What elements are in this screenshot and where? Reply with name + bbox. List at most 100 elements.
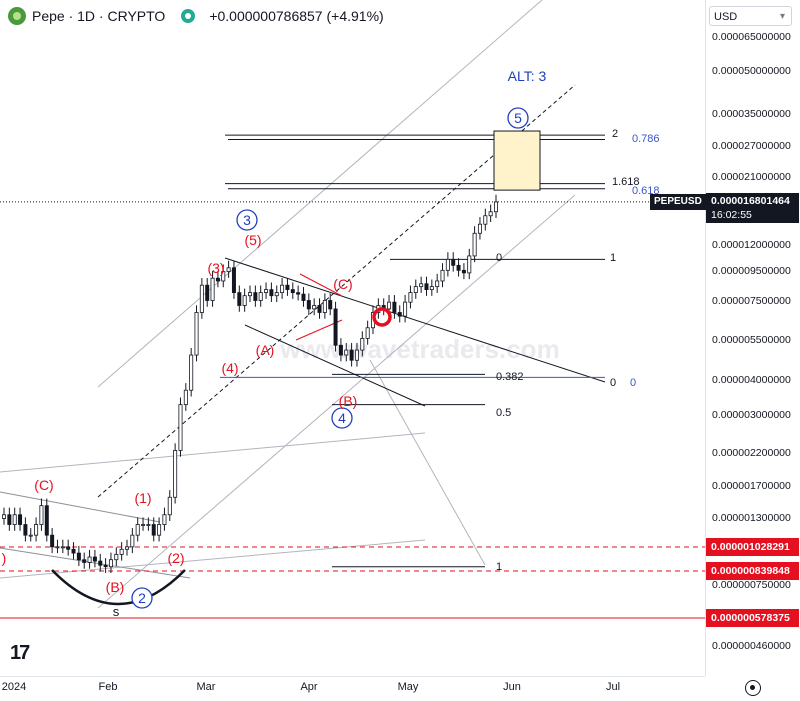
- rounding-bottom-arc: [51, 569, 186, 606]
- candle-body: [242, 295, 247, 306]
- candle-body: [114, 553, 119, 561]
- fib-label: 1: [610, 252, 616, 264]
- candle-body: [451, 258, 456, 266]
- candle-body: [354, 349, 359, 361]
- chart-header: Pepe · 1D · CRYPTO +0.000000786857 (+4.9…: [0, 0, 384, 32]
- candle-body: [199, 284, 204, 313]
- wave-label-blue: 3: [243, 212, 251, 228]
- fib-label: 0.5: [496, 407, 511, 419]
- candle-body: [258, 292, 263, 301]
- support-price-badge: 0.000001028291: [706, 538, 799, 556]
- candle-body: [472, 232, 477, 257]
- candle-body: [429, 286, 434, 290]
- candle-body: [119, 548, 124, 555]
- time-axis-label: Mar: [196, 681, 216, 693]
- price-tick-label: 0.000027000000: [712, 140, 791, 152]
- candle-body: [445, 258, 450, 271]
- candle-body: [456, 264, 461, 271]
- candle-body: [408, 292, 413, 303]
- fib-label: 0.382: [496, 371, 524, 383]
- candle-body: [269, 289, 274, 297]
- candle-body: [237, 292, 242, 306]
- candle-body: [55, 546, 60, 549]
- left-wedge-top-line: [0, 491, 161, 523]
- candle-body: [7, 514, 12, 525]
- wave-c-projection-line: [369, 359, 486, 566]
- price-tick-label: 0.000012000000: [712, 239, 791, 251]
- candle-body: [141, 524, 146, 526]
- price-tick-label: 0.000050000000: [712, 65, 791, 77]
- time-axis-label: Feb: [98, 681, 118, 693]
- candle-body: [285, 284, 290, 290]
- price-tick-label: 0.000001300000: [712, 512, 791, 524]
- candle-body: [103, 564, 108, 568]
- symbol-title[interactable]: Pepe · 1D · CRYPTO: [32, 8, 166, 24]
- candle-body: [231, 267, 236, 294]
- candle-body: [183, 389, 188, 406]
- visibility-icon[interactable]: [181, 9, 196, 23]
- candle-body: [424, 283, 429, 290]
- bar-countdown: 16:02:55: [711, 208, 752, 221]
- price-tick-label: 0.000004000000: [712, 374, 791, 386]
- target-box: [493, 130, 541, 191]
- candle-body: [413, 286, 418, 294]
- wave-label-red: (2): [167, 550, 184, 566]
- candle-body: [92, 556, 97, 562]
- time-axis-label: Jul: [605, 681, 621, 693]
- candle-body: [60, 546, 65, 549]
- candle-body: [344, 349, 349, 356]
- candle-body: [493, 201, 498, 213]
- candle-body: [18, 514, 23, 525]
- candle-body: [108, 559, 113, 568]
- fib-label: 0: [496, 252, 502, 264]
- candle-body: [205, 284, 210, 301]
- candle-body: [215, 277, 220, 282]
- wedge-top-line: [224, 257, 606, 383]
- price-tick-label: 0.000021000000: [712, 171, 791, 183]
- currency-select[interactable]: USD ▾: [709, 6, 792, 26]
- price-tick-label: 0.000000750000: [712, 579, 791, 591]
- wave-circle: [331, 407, 353, 429]
- candle-body: [226, 267, 231, 273]
- wave-label-red-edge: ): [2, 550, 7, 566]
- candle-body: [12, 514, 17, 525]
- chart-area[interactable]: www.wavetraders.com 5 3 4 2 (5) (3) (4) (1) (2) (A…: [0, 0, 705, 676]
- wave-label-red: (4): [221, 360, 238, 376]
- candle-body: [189, 354, 194, 391]
- candle-body: [210, 277, 215, 301]
- wave-circle: [507, 107, 529, 129]
- settings-gear-icon[interactable]: [745, 680, 761, 696]
- wave-circle: [131, 587, 153, 609]
- wave-label-blue: 5: [514, 110, 522, 126]
- support-price-badge: 0.000000839848: [706, 562, 799, 580]
- price-tick-label: 0.000005500000: [712, 334, 791, 346]
- candle-body: [66, 546, 71, 550]
- price-chart[interactable]: www.wavetraders.com 5 3 4 2 (5) (3) (4) (1) (2) (A…: [0, 0, 705, 676]
- watermark-text: www.wavetraders.com: [279, 334, 559, 364]
- candle-body: [477, 223, 482, 234]
- candle-body: [483, 215, 488, 225]
- candle-body: [135, 524, 140, 536]
- fib-label: 0: [630, 377, 636, 389]
- candle-body: [440, 269, 445, 282]
- candle-body: [419, 283, 424, 288]
- current-price-value: 0.000016801464: [711, 194, 790, 207]
- time-axis-label: 2024: [1, 681, 27, 693]
- currency-label: USD: [714, 11, 738, 23]
- time-axis[interactable]: 2024 Feb Mar Apr May Jun Jul: [0, 676, 705, 701]
- candle-body: [253, 292, 258, 301]
- tradingview-logo-icon[interactable]: 17: [10, 642, 30, 664]
- candle-body: [488, 211, 493, 217]
- candle-body: [317, 305, 322, 313]
- price-tick-label: 0.000000460000: [712, 640, 791, 652]
- fib-label: 0.786: [632, 133, 660, 145]
- candle-body: [76, 552, 81, 561]
- candle-body: [461, 269, 466, 274]
- candle-body: [360, 338, 365, 351]
- time-axis-label: Apr: [300, 681, 318, 693]
- support-price-badge: 0.000000578375: [706, 609, 799, 627]
- candle-body: [125, 546, 130, 550]
- current-price-badge: 0.000016801464 16:02:55: [706, 192, 799, 223]
- candle-body: [151, 524, 156, 536]
- candle-body: [301, 293, 306, 301]
